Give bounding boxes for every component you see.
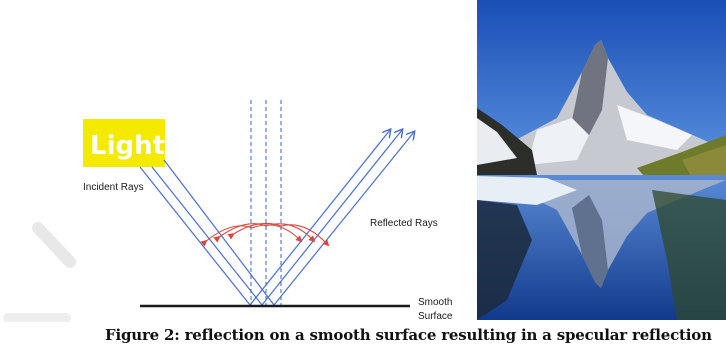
reflection-shadow xyxy=(572,195,608,288)
angle-arcs xyxy=(200,222,330,247)
light-label: Light xyxy=(90,131,165,161)
reflected-ray xyxy=(273,132,414,306)
ice-patch xyxy=(477,176,577,205)
specular-reflection-diagram: Light Inci xyxy=(3,100,453,322)
incident-rays-label: Incident Rays xyxy=(83,182,144,193)
reflected-ray xyxy=(249,130,390,306)
incident-ray xyxy=(139,166,251,306)
snow-field xyxy=(527,118,589,165)
snow-field xyxy=(617,105,692,150)
reflected-rays-label: Reflected Rays xyxy=(370,218,438,229)
angle-arc xyxy=(265,223,316,243)
left-ridge-snow xyxy=(477,118,517,165)
mountain-shadow xyxy=(572,40,608,135)
ridge-reflection xyxy=(477,200,532,320)
surface-label-line2: Surface xyxy=(418,311,453,322)
angle-arc xyxy=(280,224,330,247)
angle-arc xyxy=(251,224,303,243)
reflected-rays xyxy=(249,130,414,306)
surface-label-line1: Smooth xyxy=(418,297,452,308)
normal-lines xyxy=(250,100,282,305)
incident-rays xyxy=(139,159,275,306)
angle-arc xyxy=(227,222,282,240)
hillside-reflection xyxy=(652,190,726,320)
figure-caption: Figure 2: reflection on a smooth surface… xyxy=(105,326,712,344)
mountain-reflection xyxy=(497,180,726,288)
reflected-ray xyxy=(261,130,402,306)
matterhorn-reflection-photo xyxy=(477,0,726,320)
decorative-stroke xyxy=(32,222,76,268)
light-box xyxy=(83,119,165,167)
incident-ray xyxy=(151,166,263,306)
